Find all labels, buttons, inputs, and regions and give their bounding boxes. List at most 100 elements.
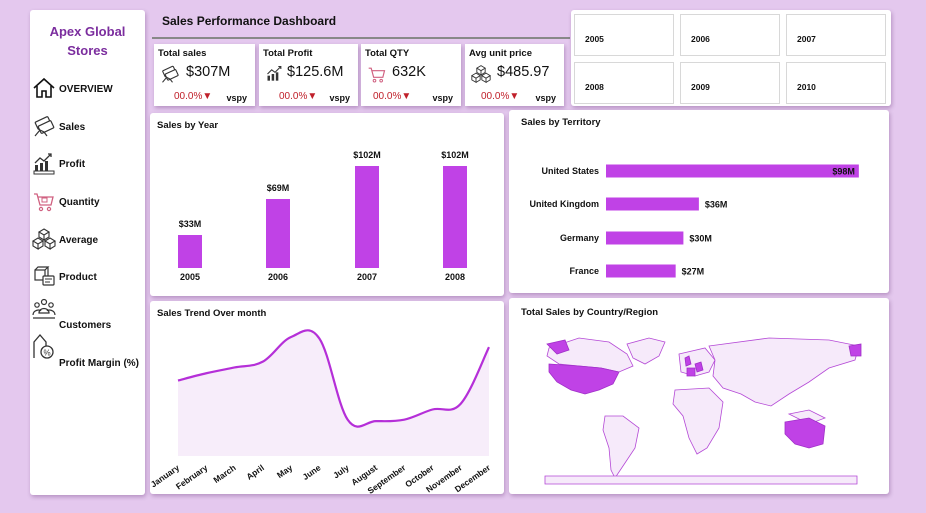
year-button[interactable]: 2010 bbox=[786, 62, 886, 104]
money-icon bbox=[34, 116, 55, 137]
profit-icon bbox=[267, 65, 282, 81]
sidebar: Apex Global Stores OVERVIEW Sales Profit bbox=[30, 10, 145, 495]
africa-shape bbox=[672, 387, 724, 455]
united-kingdom-shape bbox=[684, 355, 692, 367]
y-tick-label: France bbox=[569, 266, 599, 276]
x-tick-label: July bbox=[331, 462, 351, 480]
bar-data-label: $30M bbox=[689, 234, 712, 244]
boxes-icon bbox=[32, 228, 56, 250]
brand-name: Apex Global Stores bbox=[30, 22, 145, 60]
kpi-tag: vspy bbox=[535, 93, 556, 103]
antarctica-shape bbox=[544, 475, 858, 485]
card-title: Sales by Year bbox=[157, 120, 219, 131]
percent-growth-icon: % bbox=[33, 334, 54, 359]
nav-item-average[interactable]: Average bbox=[30, 227, 145, 255]
bar-data-label: $102M bbox=[441, 150, 469, 160]
asia-shape bbox=[708, 337, 860, 407]
brand-line-1: Apex Global bbox=[49, 24, 126, 39]
cart-icon bbox=[34, 193, 54, 212]
nav-item-product[interactable]: Product bbox=[30, 264, 145, 292]
far-east-shape bbox=[848, 343, 862, 357]
kpi-title: Total QTY bbox=[365, 48, 410, 59]
title-underline bbox=[152, 37, 570, 39]
nav-label-customers: Customers bbox=[59, 320, 112, 331]
trend-line bbox=[177, 329, 490, 428]
australia-shape bbox=[784, 417, 826, 449]
nav-item-profit[interactable]: Profit bbox=[30, 151, 145, 179]
year-slicer: 2005 2006 2007 2008 2009 2010 bbox=[571, 10, 891, 106]
france-shape bbox=[686, 367, 696, 377]
year-button[interactable]: 2009 bbox=[680, 62, 780, 104]
kpi-tag: vspy bbox=[432, 93, 453, 103]
bar-2008 bbox=[443, 166, 467, 268]
year-button[interactable]: 2008 bbox=[574, 62, 674, 104]
profit-icon bbox=[33, 153, 55, 175]
bar-2007 bbox=[355, 166, 379, 268]
sales-by-year-card: Sales by Year $33M 2005 $69M 2006 $102M 2007 $… bbox=[150, 113, 504, 296]
sales-by-territory-chart: United States $98M United Kingdom $36M Germa… bbox=[530, 164, 859, 278]
nav-item-sales[interactable]: Sales bbox=[30, 114, 145, 142]
bar-data-label: $33M bbox=[179, 219, 202, 229]
nav-item-quantity[interactable]: Quantity bbox=[30, 189, 145, 217]
nav-item-overview[interactable]: OVERVIEW bbox=[30, 76, 145, 104]
x-tick-label: June bbox=[301, 462, 323, 482]
home-icon bbox=[33, 77, 55, 98]
kpi-value: $307M bbox=[186, 64, 231, 80]
kpi-tag: vspy bbox=[329, 93, 350, 103]
nav-label-quantity: Quantity bbox=[59, 197, 100, 208]
card-title: Sales Trend Over month bbox=[157, 308, 267, 319]
kpi-tag: vspy bbox=[226, 93, 247, 103]
kpi-value: $125.6M bbox=[287, 64, 344, 80]
x-tick-label: February bbox=[174, 462, 210, 491]
kpi-total-sales: Total sales $307M 00.0%▼ vspy bbox=[154, 44, 255, 106]
card-title: Sales by Territory bbox=[521, 117, 601, 128]
nav-label-profit: Profit bbox=[59, 159, 86, 170]
x-tick-label: 2007 bbox=[357, 272, 377, 282]
title-bar: Sales Performance Dashboard bbox=[150, 10, 570, 40]
x-tick-label: May bbox=[275, 462, 295, 480]
year-button[interactable]: 2007 bbox=[786, 14, 886, 56]
bar-united-states bbox=[606, 164, 859, 178]
bar-germany bbox=[606, 231, 684, 245]
nav-label-profit-margin: Profit Margin (%) bbox=[59, 358, 139, 369]
x-tick-label: 2006 bbox=[268, 272, 288, 282]
page-title: Sales Performance Dashboard bbox=[162, 14, 337, 28]
x-tick-label: March bbox=[211, 462, 237, 485]
nav-label-product: Product bbox=[59, 272, 97, 283]
kpi-total-qty: Total QTY 632K 00.0%▼ vspy bbox=[361, 44, 461, 106]
y-tick-label: United States bbox=[541, 166, 599, 176]
y-tick-label: Germany bbox=[560, 233, 599, 243]
bar-data-label: $98M bbox=[832, 167, 855, 177]
x-tick-label: 2005 bbox=[180, 272, 200, 282]
kpi-value: 632K bbox=[392, 64, 426, 80]
bar-data-label: $69M bbox=[267, 183, 290, 193]
product-icon bbox=[34, 266, 55, 286]
nav-item-customers[interactable]: Customers bbox=[30, 296, 145, 331]
money-icon bbox=[162, 65, 179, 83]
boxes-icon bbox=[471, 65, 491, 84]
kpi-avg-unit-price: Avg unit price $485.97 00.0%▼ vspy bbox=[465, 44, 564, 106]
world-map[interactable] bbox=[509, 298, 889, 494]
nav-label-average: Average bbox=[59, 235, 99, 246]
bar-united-kingdom bbox=[606, 197, 699, 211]
kpi-change: 00.0%▼ bbox=[373, 91, 412, 102]
sales-by-year-chart: $33M 2005 $69M 2006 $102M 2007 $102M 2008 bbox=[178, 150, 469, 282]
trend-area bbox=[178, 330, 489, 456]
bar-data-label: $102M bbox=[353, 150, 381, 160]
brand-line-2: Stores bbox=[67, 43, 108, 58]
cart-icon bbox=[368, 67, 386, 83]
kpi-total-profit: Total Profit $125.6M 00.0%▼ vspy bbox=[259, 44, 358, 106]
year-button[interactable]: 2005 bbox=[574, 14, 674, 56]
kpi-change: 00.0%▼ bbox=[174, 91, 213, 102]
kpi-change: 00.0%▼ bbox=[481, 91, 520, 102]
bar-2005 bbox=[178, 235, 202, 268]
bar-2006 bbox=[266, 199, 290, 268]
germany-shape bbox=[694, 361, 704, 373]
bar-data-label: $36M bbox=[705, 200, 728, 210]
year-button[interactable]: 2006 bbox=[680, 14, 780, 56]
sales-trend-card: Sales Trend Over month January February Ma… bbox=[150, 301, 504, 494]
x-tick-label: 2008 bbox=[445, 272, 465, 282]
nav-item-profit-margin[interactable]: % Profit Margin (%) bbox=[30, 332, 145, 369]
kpi-value: $485.97 bbox=[497, 64, 550, 80]
